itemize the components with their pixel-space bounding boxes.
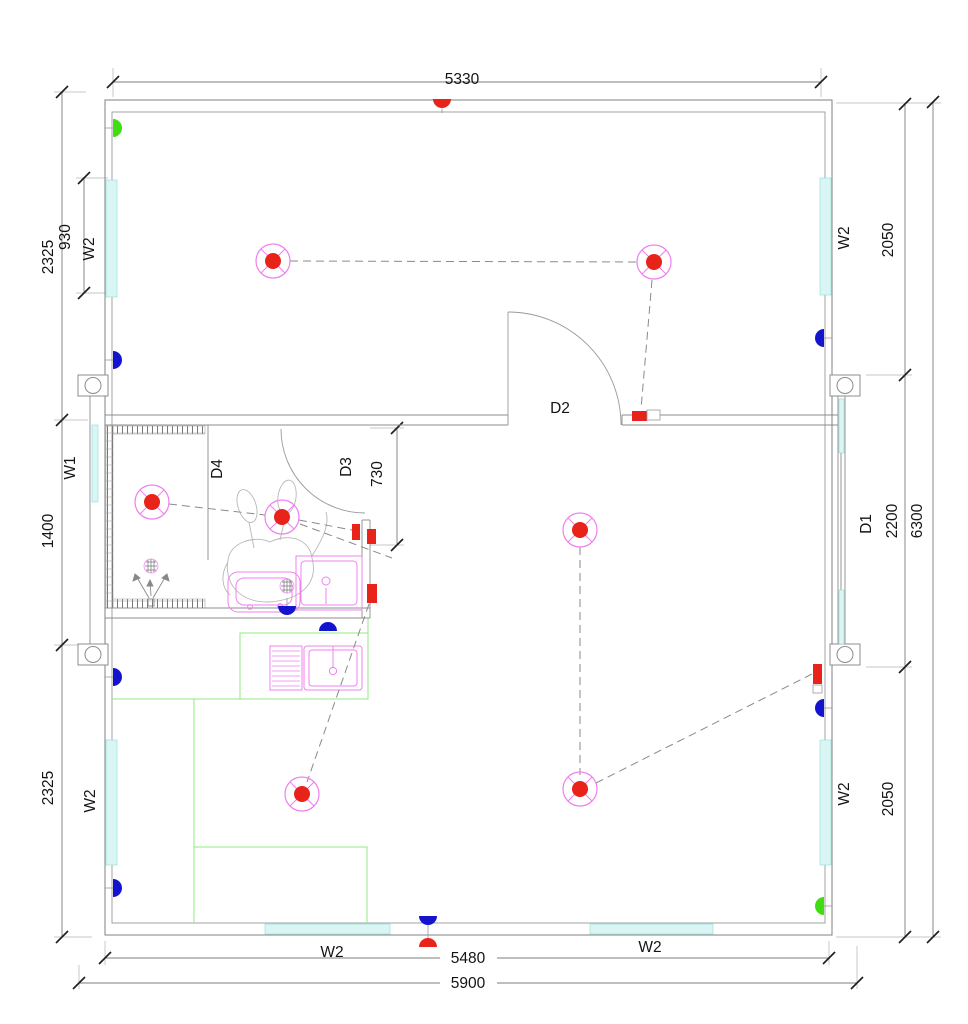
- wall-light-blue-icon: [113, 668, 122, 686]
- door-d4-arc: [280, 428, 366, 514]
- wall-light-green-icon: [815, 897, 824, 915]
- shower-spray: [132, 573, 170, 607]
- w2-left-upper-label: W2: [81, 237, 98, 260]
- d4-label: D4: [209, 459, 226, 479]
- kitchen-sink: [269, 645, 363, 691]
- dim-right-middle-label: 2200: [884, 503, 901, 538]
- switch-icon: [632, 411, 647, 421]
- ceiling-light-icon: [636, 244, 672, 280]
- d2-label: D2: [550, 400, 570, 417]
- labels: 5330 2325 930 W2 W1 1400 2325 W2 D4 D3 7…: [40, 71, 926, 992]
- dim-930-label: 930: [57, 224, 74, 250]
- dim-left-middle-label: 1400: [40, 513, 57, 548]
- wall-light-blue-icon: [815, 699, 824, 717]
- columns: [77, 374, 861, 666]
- tile-hatch-walls: [105, 425, 206, 609]
- window-w2-left-upper: [105, 179, 118, 298]
- wall-light-red-icon: [419, 938, 437, 947]
- dim-left-lower-label: 2325: [40, 771, 57, 805]
- dim-bottom-inner-label: 5480: [451, 950, 486, 967]
- kitchen-counters: [112, 618, 369, 923]
- ceiling-light-icon: [264, 499, 300, 535]
- ceiling-light-icon: [562, 512, 598, 548]
- switch-icon: [367, 529, 376, 544]
- wall-light-blue-icon: [419, 916, 437, 925]
- door-d2-arc: [507, 311, 622, 426]
- window-w2-bottom-right: [589, 923, 714, 935]
- switch-icon: [367, 584, 377, 603]
- wall-light-blue-icon: [113, 351, 122, 369]
- dim-top-label: 5330: [445, 71, 480, 88]
- wall-lights: [113, 99, 824, 947]
- w2-bottom-left-label: W2: [320, 944, 343, 961]
- interior-walls: [89, 395, 846, 645]
- wall-light-blue-icon: [113, 879, 122, 897]
- ceiling-light-icon: [255, 243, 291, 279]
- dim-right-lower-label: 2050: [880, 781, 897, 816]
- window-w2-right-upper: [819, 177, 832, 296]
- dim-right-total-label: 6300: [909, 503, 926, 538]
- dim-left-upper-label: 2325: [40, 240, 57, 274]
- door-swings: [280, 311, 622, 514]
- extension-lines: [54, 68, 941, 989]
- switch-icon: [813, 664, 822, 684]
- windows: [91, 177, 845, 935]
- wall-light-blue-icon: [278, 606, 296, 615]
- exterior-walls: [104, 99, 833, 936]
- switch-icon: [352, 524, 360, 540]
- wiring: [168, 260, 813, 784]
- wall-light-stems: [105, 99, 832, 947]
- dim-730-label: 730: [369, 461, 386, 487]
- dimension-ticks: [55, 75, 940, 990]
- ceiling-light-icon: [562, 771, 598, 807]
- floor-drains: [143, 558, 295, 594]
- dimension-lines: [61, 81, 934, 984]
- w2-bottom-right-label: W2: [638, 939, 661, 956]
- dim-bottom-outer-label: 5900: [451, 975, 486, 992]
- door-d1-panel-upper: [838, 398, 845, 454]
- window-w2-left-lower: [105, 739, 118, 866]
- switch-box: [812, 684, 823, 694]
- wall-light-green-icon: [113, 119, 122, 137]
- ceiling-lights: [134, 243, 672, 812]
- wall-light-red-icon: [433, 99, 451, 108]
- d3-label: D3: [338, 457, 355, 477]
- ceiling-light-icon: [134, 484, 170, 520]
- door-d1-panel-lower: [838, 589, 845, 645]
- w2-left-lower-label: W2: [82, 789, 99, 812]
- window-w1: [91, 424, 99, 503]
- wall-light-blue-icon: [319, 622, 337, 631]
- wall-light-blue-icon: [815, 329, 824, 347]
- dim-right-upper-label: 2050: [880, 222, 897, 257]
- w2-right-upper-label: W2: [836, 226, 853, 249]
- ceiling-light-icon: [284, 776, 320, 812]
- person-figure: [222, 479, 328, 603]
- w2-right-lower-label: W2: [836, 782, 853, 805]
- w1-label: W1: [62, 456, 79, 479]
- window-w2-right-lower: [819, 739, 832, 866]
- window-w2-bottom-left: [264, 923, 391, 935]
- d1-label: D1: [858, 514, 875, 534]
- switches: [352, 409, 823, 694]
- switch-box: [646, 409, 661, 421]
- toilet: [227, 571, 301, 613]
- bathroom-sink: [295, 555, 363, 611]
